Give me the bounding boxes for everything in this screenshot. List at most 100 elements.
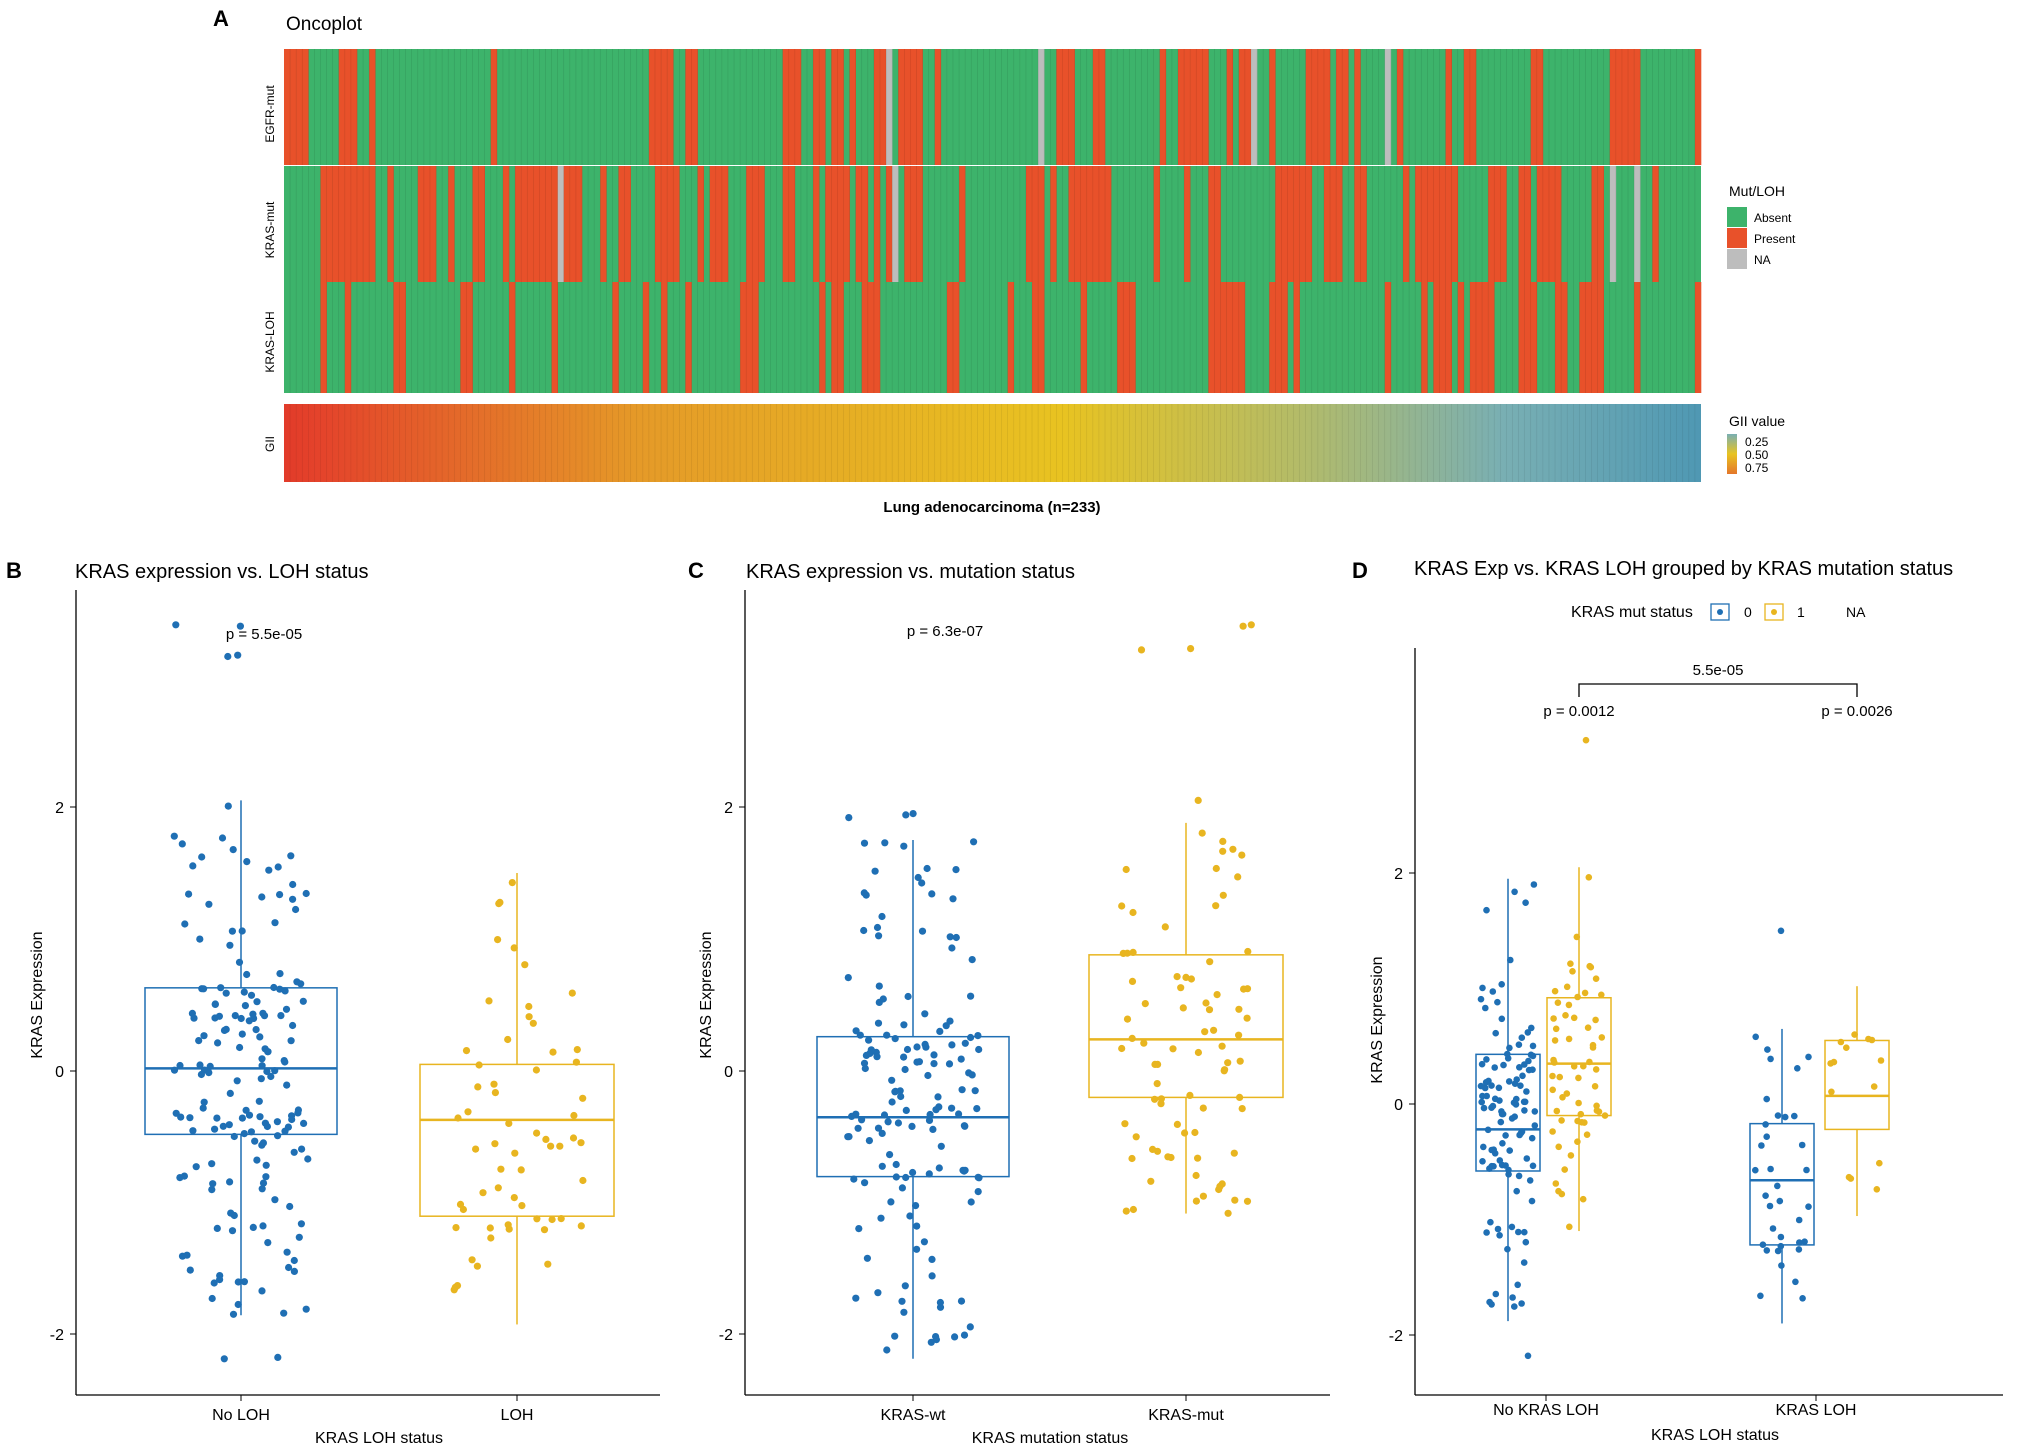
panel-a-letter: A <box>213 6 229 31</box>
box-no-loh-point <box>209 1180 217 1188</box>
oncoplot-cell <box>831 49 838 165</box>
panel-c-ytick-label-neg2: -2 <box>719 1327 733 1344</box>
legend-key-box-1 <box>1764 603 1784 621</box>
oncoplot-cell <box>861 166 869 282</box>
box-kras-wt-point <box>873 1053 881 1061</box>
oncoplot-cell <box>879 49 887 165</box>
box-kras-wt-point <box>900 1021 908 1029</box>
box-no-loh-point <box>282 1005 291 1013</box>
box-no-loh-point <box>259 1222 267 1230</box>
oncoplot-cell <box>539 166 546 282</box>
box-mut1-no-loh-point <box>1582 736 1590 744</box>
oncoplot-cell <box>509 282 516 393</box>
box-kras-wt-point <box>909 1168 917 1177</box>
box-mut1-loh-point <box>1851 1031 1858 1038</box>
panel-b-ytick-label-neg2: -2 <box>50 1327 64 1344</box>
box-no-loh-point <box>258 1185 266 1193</box>
box-mut0-no-loh-point <box>1528 1134 1536 1142</box>
box-kras-wt-point <box>930 1051 938 1059</box>
oncoplot-cell <box>1597 282 1604 393</box>
box-mut1-no-loh-point <box>1552 1025 1560 1033</box>
box-mut1-no-loh-point <box>1585 874 1593 881</box>
box-mut0-no-loh-point <box>1488 1301 1495 1308</box>
box-no-loh-point <box>195 1037 203 1045</box>
box-no-loh-point <box>247 991 256 999</box>
oncoplot-cells <box>284 49 1702 393</box>
box-no-loh-point <box>252 1026 260 1034</box>
box-no-loh-point <box>302 889 310 898</box>
box-kras-mut-point <box>1118 1044 1126 1053</box>
legend-key-box-0 <box>1710 603 1730 621</box>
box-no-loh-point <box>177 1113 185 1121</box>
oncoplot-cell <box>1080 282 1088 393</box>
box-no-loh-point <box>200 985 208 993</box>
box-no-loh-point <box>217 984 225 992</box>
box-kras-wt-point <box>918 927 927 935</box>
box-mut1-no-loh-point <box>1549 1128 1556 1135</box>
box-loh-point <box>573 1046 581 1054</box>
box-mut1-no-loh-point <box>1592 975 1600 982</box>
box-mut1-no-loh-point <box>1567 1152 1575 1159</box>
box-no-loh-point <box>211 1125 219 1133</box>
box-mut1-no-loh-point <box>1552 1180 1560 1187</box>
box-mut0-no-loh-point <box>1479 984 1486 992</box>
legend-swatch-present <box>1727 228 1747 248</box>
oncoplot-cell <box>837 282 844 393</box>
oncoplot-cell <box>1208 166 1215 282</box>
oncoplot-cell <box>290 49 297 165</box>
oncoplot-cell <box>1214 166 1221 282</box>
box-kras-wt-point <box>913 1245 921 1253</box>
box-mut0-loh-point <box>1766 1202 1774 1210</box>
oncoplot-cell <box>1092 166 1100 282</box>
box-no-loh-point <box>238 1030 246 1038</box>
box-no-loh-point <box>267 1072 275 1081</box>
box-kras-wt-point <box>875 982 883 990</box>
oncoplot-cell <box>1311 49 1319 165</box>
box-no-loh-point <box>274 1353 282 1361</box>
box-kras-mut-point <box>1198 829 1206 837</box>
box-mut0-loh-point <box>1791 1112 1798 1120</box>
panel-b-ylabel: KRAS Expression <box>29 931 46 1058</box>
box-kras-wt-point <box>865 1036 873 1044</box>
box-kras-wt-point <box>880 1111 889 1119</box>
panel-d-chart: D KRAS Exp vs. KRAS LOH grouped by KRAS … <box>1352 558 2003 1444</box>
oncoplot-cell <box>1336 166 1343 282</box>
box-kras-wt-point <box>871 867 879 875</box>
gii-cell-separators <box>289 404 1696 482</box>
box-loh-point <box>508 879 516 887</box>
oncoplot-cell <box>557 166 565 282</box>
box-no-loh-point <box>200 1032 208 1040</box>
box-no-loh-point <box>263 1122 271 1131</box>
box-loh-point <box>468 1256 476 1264</box>
oncoplot-cell <box>1530 49 1538 165</box>
box-kras-wt-point <box>845 1133 853 1141</box>
box-mut0-no-loh-point <box>1482 1079 1490 1086</box>
box-mut0-no-loh-point <box>1531 1122 1539 1129</box>
box-mut0-loh-point <box>1781 1113 1789 1121</box>
box-no-loh-point <box>287 852 295 860</box>
box-no-loh-point <box>250 1014 258 1023</box>
box-kras-mut-point <box>1187 645 1195 653</box>
box-mut1-no-loh-point <box>1580 1062 1587 1070</box>
oncoplot-cell <box>533 166 540 282</box>
box-kras-mut-point <box>1121 1120 1129 1128</box>
box-loh-point <box>454 1114 462 1122</box>
box-loh-point <box>529 1019 537 1027</box>
box-loh-point <box>494 936 502 944</box>
box-kras-mut-point <box>1129 1205 1137 1214</box>
box-mut1-no-loh-point <box>1593 1102 1600 1110</box>
oncoplot-cell <box>502 166 510 282</box>
box-loh-point <box>569 1134 578 1142</box>
box-kras-wt-point <box>902 1106 910 1114</box>
oncoplot-cell <box>849 49 856 165</box>
box-no-loh-point <box>256 1113 264 1121</box>
oncoplot-cell <box>685 282 692 393</box>
box-no-loh-point <box>262 1161 270 1169</box>
oncoplot-cell <box>886 166 893 282</box>
box-mut0-no-loh-point <box>1498 981 1505 988</box>
box-kras-wt-point <box>961 1039 969 1047</box>
box-kras-wt-point <box>918 879 926 887</box>
box-no-loh-point <box>290 1148 298 1156</box>
panel-c-xlabel: KRAS mutation status <box>972 1430 1129 1446</box>
oncoplot-cell <box>1609 166 1617 282</box>
